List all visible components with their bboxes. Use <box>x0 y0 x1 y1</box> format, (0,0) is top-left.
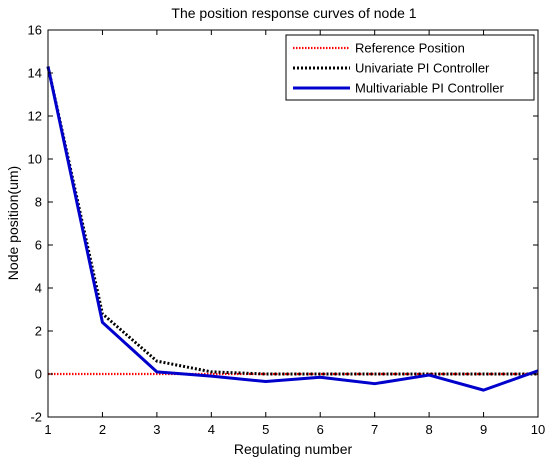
series-line-1 <box>46 66 538 376</box>
y-tick-label: 8 <box>35 195 42 210</box>
x-axis-label: Regulating number <box>234 441 353 457</box>
legend-label: Univariate PI Controller <box>355 61 490 76</box>
x-tick-label: 3 <box>153 422 160 437</box>
y-tick-label: 2 <box>35 324 42 339</box>
x-tick-label: 9 <box>480 422 487 437</box>
x-tick-label: 5 <box>262 422 269 437</box>
y-tick-label: 14 <box>28 66 42 81</box>
x-tick-label: 1 <box>44 422 51 437</box>
x-tick-label: 8 <box>425 422 432 437</box>
y-tick-label: 4 <box>35 281 42 296</box>
y-tick-label: 10 <box>28 152 42 167</box>
x-tick-label: 7 <box>371 422 378 437</box>
x-tick-label: 4 <box>208 422 215 437</box>
y-tick-label: 6 <box>35 238 42 253</box>
x-tick-label: 2 <box>99 422 106 437</box>
y-tick-label: 12 <box>28 109 42 124</box>
series-layer <box>46 66 539 392</box>
legend-label: Reference Position <box>355 41 465 56</box>
y-tick-label: 0 <box>35 367 42 382</box>
y-tick-label: -2 <box>30 410 42 425</box>
x-tick-label: 10 <box>531 422 545 437</box>
x-tick-label: 6 <box>317 422 324 437</box>
plot-frame <box>47 29 539 418</box>
legend: Reference Position Univariate PI Controll… <box>285 34 535 101</box>
y-axis-label: Node position(um) <box>5 166 21 280</box>
legend-label: Multivariable PI Controller <box>355 81 505 96</box>
chart-title: The position response curves of node 1 <box>171 5 416 21</box>
y-tick-label: 16 <box>28 23 42 38</box>
series-line-2 <box>46 66 539 392</box>
